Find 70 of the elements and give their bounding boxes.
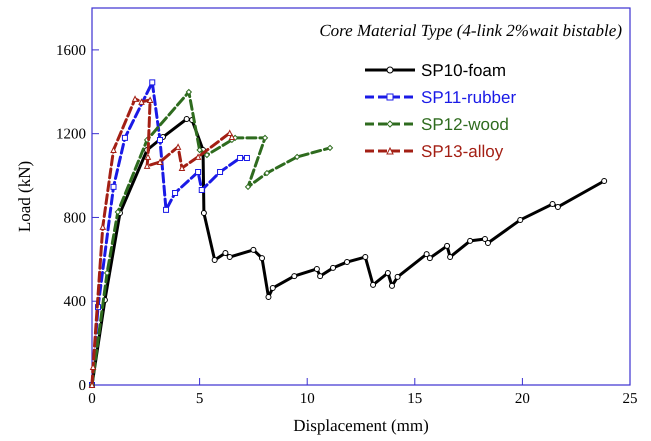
point (314, 266, 320, 272)
x-tick-label: 0 (88, 391, 96, 407)
point (484, 240, 491, 246)
x-axis-title: Displacement (mm) (293, 416, 429, 435)
point (172, 190, 178, 196)
point (554, 204, 561, 210)
point (344, 259, 350, 266)
y-axis-title: Load (kN) (15, 160, 34, 232)
point (200, 210, 207, 216)
point (447, 254, 454, 260)
y-tick-label: 800 (64, 210, 86, 226)
x-tick-label: 10 (300, 391, 315, 407)
point (426, 255, 433, 262)
point (330, 264, 336, 271)
point (198, 187, 205, 194)
point (294, 154, 300, 160)
text: Core Material Type (4-link 2%wait bistable) (319, 21, 622, 40)
y-tick-label: 1200 (56, 126, 86, 143)
point (327, 144, 334, 151)
point (149, 79, 156, 86)
point (110, 184, 117, 190)
x-tick-label: 25 (622, 391, 638, 407)
point (144, 154, 151, 160)
legend-label: SP13-alloy (421, 142, 504, 161)
point (110, 147, 117, 154)
point (424, 251, 430, 258)
point (264, 170, 270, 176)
point (163, 206, 170, 213)
point (270, 285, 276, 292)
legend-label: SP12-wood (421, 115, 509, 134)
point (482, 236, 488, 242)
point (467, 238, 474, 244)
point (122, 134, 128, 141)
point (244, 154, 250, 161)
point (250, 246, 256, 253)
point (444, 242, 450, 249)
point (601, 178, 608, 184)
point (394, 274, 401, 280)
point (259, 255, 266, 262)
point (132, 96, 138, 102)
point (245, 184, 252, 190)
point (196, 147, 203, 154)
point (550, 201, 556, 208)
point (217, 168, 224, 175)
point (157, 136, 164, 143)
point (265, 294, 272, 300)
point (157, 158, 164, 165)
point (237, 154, 244, 161)
y-tick-label: 1600 (56, 42, 86, 59)
point (317, 273, 324, 280)
point (517, 216, 524, 223)
point (138, 98, 144, 105)
point (184, 116, 190, 122)
point (212, 256, 218, 263)
point (222, 250, 228, 256)
y-tick-label: 400 (64, 294, 86, 310)
point (195, 168, 202, 175)
point (291, 273, 298, 280)
point (204, 152, 210, 158)
point (147, 96, 154, 103)
point (362, 254, 368, 260)
point (384, 270, 391, 276)
y-tick-label: 0 (78, 378, 86, 394)
legend-label: SP11-rubber (421, 88, 516, 107)
x-tick-label: 5 (196, 391, 204, 407)
point (370, 282, 376, 288)
point (226, 254, 233, 260)
x-tick-label: 20 (514, 391, 530, 407)
legend-label: SP10-foam (421, 61, 506, 80)
x-tick-label: 15 (407, 391, 422, 407)
